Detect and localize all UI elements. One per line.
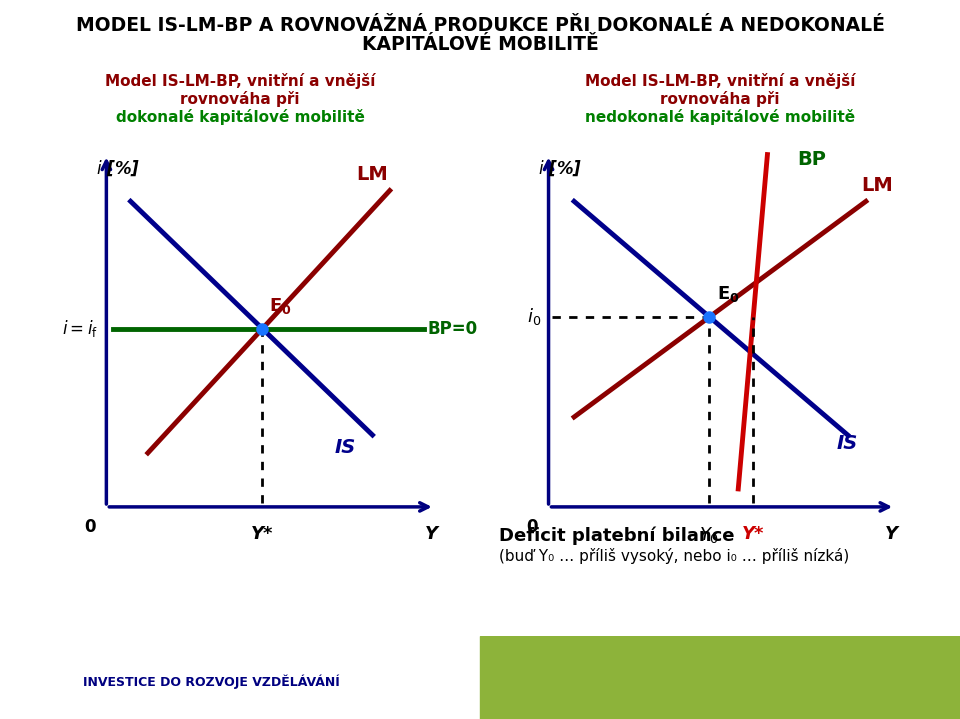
Text: $i$ [%]: $i$ [%] <box>538 158 582 178</box>
Text: $\mathbf{E_0}$: $\mathbf{E_0}$ <box>717 285 739 304</box>
Text: Deficit platební bilance: Deficit platební bilance <box>499 526 734 545</box>
Text: KAPITÁLOVÉ MOBILITĚ: KAPITÁLOVÉ MOBILITĚ <box>362 35 598 53</box>
Text: Y: Y <box>424 525 438 543</box>
Text: (buď Y₀ … příliš vysoký, nebo i₀ … příliš nízká): (buď Y₀ … příliš vysoký, nebo i₀ … příli… <box>499 548 850 564</box>
Text: MODEL IS-LM-BP A ROVNOVÁŽNÁ PRODUKCE PŘI DOKONALÉ A NEDOKONALÉ: MODEL IS-LM-BP A ROVNOVÁŽNÁ PRODUKCE PŘI… <box>76 16 884 35</box>
Text: $\mathbf{E_0}$: $\mathbf{E_0}$ <box>270 296 292 316</box>
Text: 0: 0 <box>84 518 96 536</box>
Text: INVESTICE DO ROZVOJE VZDĚLÁVÁNÍ: INVESTICE DO ROZVOJE VZDĚLÁVÁNÍ <box>83 674 340 689</box>
Text: LM: LM <box>356 165 389 184</box>
Text: $i_0$: $i_0$ <box>527 306 541 327</box>
Text: LM: LM <box>861 175 893 195</box>
Text: Y*: Y* <box>252 525 274 543</box>
Bar <box>480 636 960 719</box>
Text: 0: 0 <box>526 518 538 536</box>
Text: Y: Y <box>885 525 898 543</box>
Text: rovnováha při: rovnováha při <box>660 91 780 107</box>
Text: IS: IS <box>837 434 858 454</box>
Text: $Y_0$: $Y_0$ <box>700 525 720 545</box>
Text: rovnováha při: rovnováha při <box>180 91 300 107</box>
Text: Model IS-LM-BP, vnitřní a vnější: Model IS-LM-BP, vnitřní a vnější <box>585 73 855 89</box>
Text: BP: BP <box>797 150 826 170</box>
Text: Y*: Y* <box>742 525 764 543</box>
Text: BP=0: BP=0 <box>428 320 478 338</box>
Text: nedokonalé kapitálové mobilitě: nedokonalé kapitálové mobilitě <box>585 109 855 125</box>
Text: IS: IS <box>334 438 355 457</box>
Text: $i = i_{\rm f}$: $i = i_{\rm f}$ <box>61 319 98 339</box>
Text: $i$ [%]: $i$ [%] <box>96 158 140 178</box>
Text: dokonalé kapitálové mobilitě: dokonalé kapitálové mobilitě <box>115 109 365 125</box>
Text: Model IS-LM-BP, vnitřní a vnější: Model IS-LM-BP, vnitřní a vnější <box>105 73 375 89</box>
